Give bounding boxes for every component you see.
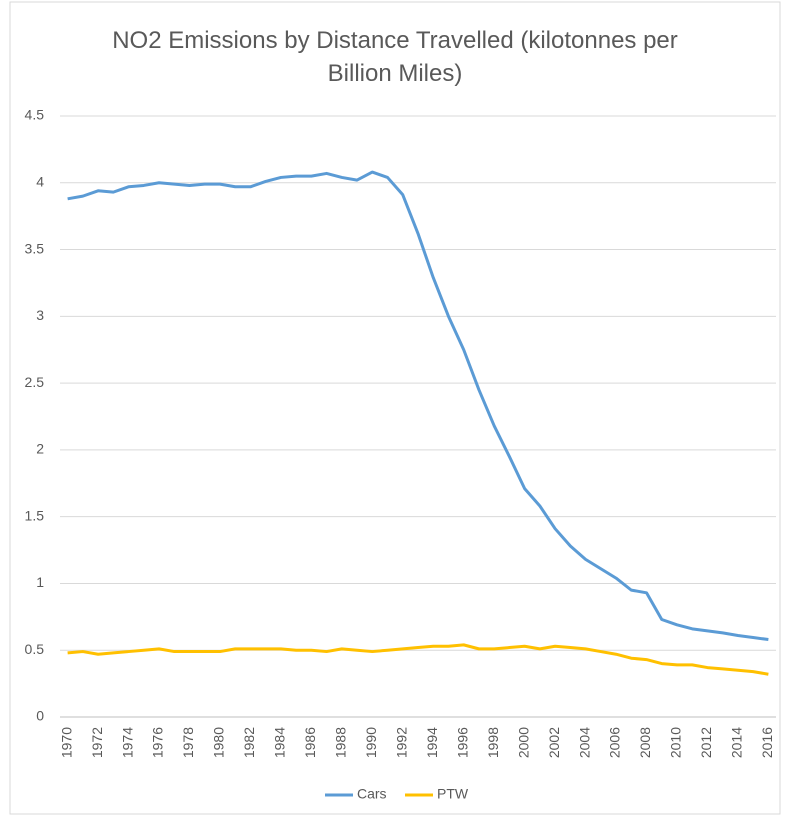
x-tick-label: 2008 xyxy=(637,727,653,758)
x-tick-label: 1970 xyxy=(58,727,74,758)
line xyxy=(67,643,769,676)
x-tick-label: 1996 xyxy=(454,727,470,758)
line xyxy=(67,170,769,642)
y-tick-label: 0 xyxy=(36,708,44,724)
x-tick-label: 1974 xyxy=(119,727,135,758)
x-tick-label: 2010 xyxy=(668,727,684,758)
x-tick-label: 1984 xyxy=(272,727,288,758)
x-tick-label: 2012 xyxy=(698,727,714,758)
x-tick-label: 1978 xyxy=(180,727,196,758)
y-tick-label: 2.5 xyxy=(25,374,45,390)
x-tick-label: 2016 xyxy=(759,727,775,758)
x-tick-label: 2014 xyxy=(729,727,745,758)
y-tick-label: 2 xyxy=(36,441,44,457)
x-tick-label: 1982 xyxy=(241,727,257,758)
x-tick-label: 2006 xyxy=(607,727,623,758)
y-tick-label: 0.5 xyxy=(25,641,45,657)
y-tick-label: 1 xyxy=(36,574,44,590)
x-tick-label: 1998 xyxy=(485,727,501,758)
x-tick-label: 1972 xyxy=(89,727,105,758)
chart-border xyxy=(9,1,781,815)
y-tick-label: 1.5 xyxy=(25,507,45,523)
x-tick-label: 2000 xyxy=(515,727,531,758)
x-tick-label: 1976 xyxy=(150,727,166,758)
x-tick-label: 1980 xyxy=(211,727,227,758)
y-tick-label: 3 xyxy=(36,307,44,323)
y-tick-label: 4.5 xyxy=(25,107,45,123)
x-tick-label: 2002 xyxy=(546,727,562,758)
legend-label: PTW xyxy=(437,786,469,802)
x-tick-label: 2004 xyxy=(576,727,592,758)
chart-title: NO2 Emissions by Distance Travelled (kil… xyxy=(112,27,678,87)
legend-label: Cars xyxy=(357,786,387,802)
x-tick-label: 1986 xyxy=(302,727,318,758)
x-tick-label: 1992 xyxy=(393,727,409,758)
x-tick-label: 1988 xyxy=(333,727,349,758)
x-tick-label: 1994 xyxy=(424,727,440,758)
x-tick-label: 1990 xyxy=(363,727,379,758)
y-tick-label: 3.5 xyxy=(25,240,45,256)
y-tick-label: 4 xyxy=(36,173,44,189)
